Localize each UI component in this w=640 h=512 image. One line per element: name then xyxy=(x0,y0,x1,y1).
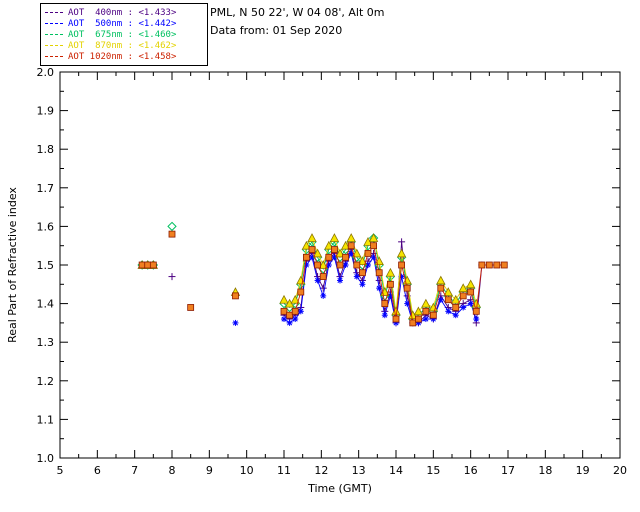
data-date-text: Data from: 01 Sep 2020 xyxy=(210,24,343,37)
legend-box: AOT 400nm : <1.433> AOT 500nm : <1.442> … xyxy=(40,3,208,66)
site-info: PML, N 50 22', W 04 08', Alt 0m Data fro… xyxy=(210,6,384,42)
legend-line-sample-1020nm xyxy=(45,56,63,57)
legend-item-500nm: AOT 500nm : <1.442> xyxy=(45,18,203,29)
svg-text:18: 18 xyxy=(538,464,552,477)
legend-label-675nm: AOT 675nm : <1.460> xyxy=(68,29,177,40)
svg-text:14: 14 xyxy=(389,464,403,477)
svg-text:1.6: 1.6 xyxy=(37,220,55,233)
svg-text:1.8: 1.8 xyxy=(37,143,55,156)
legend-item-870nm: AOT 870nm : <1.462> xyxy=(45,40,203,51)
svg-text:20: 20 xyxy=(613,464,627,477)
svg-text:1.0: 1.0 xyxy=(37,452,55,465)
svg-text:1.5: 1.5 xyxy=(37,259,55,272)
svg-text:1.4: 1.4 xyxy=(37,298,55,311)
svg-text:1.3: 1.3 xyxy=(37,336,55,349)
svg-text:5: 5 xyxy=(57,464,64,477)
legend-line-sample-675nm xyxy=(45,34,63,35)
svg-text:2.0: 2.0 xyxy=(37,66,55,79)
legend-label-500nm: AOT 500nm : <1.442> xyxy=(68,18,177,29)
legend-label-1020nm: AOT 1020nm : <1.458> xyxy=(68,51,177,62)
legend-item-675nm: AOT 675nm : <1.460> xyxy=(45,29,203,40)
legend-line-sample-500nm xyxy=(45,23,63,24)
svg-text:1.9: 1.9 xyxy=(37,105,55,118)
svg-text:12: 12 xyxy=(314,464,328,477)
svg-text:15: 15 xyxy=(426,464,440,477)
svg-text:13: 13 xyxy=(352,464,366,477)
svg-text:6: 6 xyxy=(94,464,101,477)
svg-text:9: 9 xyxy=(206,464,213,477)
svg-text:Time (GMT): Time (GMT) xyxy=(307,482,372,495)
legend-item-400nm: AOT 400nm : <1.433> xyxy=(45,7,203,18)
svg-text:1.7: 1.7 xyxy=(37,182,55,195)
svg-text:1.1: 1.1 xyxy=(37,413,55,426)
site-location-text: PML, N 50 22', W 04 08', Alt 0m xyxy=(210,6,385,19)
svg-text:1.2: 1.2 xyxy=(37,375,55,388)
legend-label-870nm: AOT 870nm : <1.462> xyxy=(68,40,177,51)
legend-line-sample-400nm xyxy=(45,12,63,13)
svg-text:8: 8 xyxy=(169,464,176,477)
svg-text:10: 10 xyxy=(240,464,254,477)
svg-text:19: 19 xyxy=(576,464,590,477)
svg-text:7: 7 xyxy=(131,464,138,477)
legend-line-sample-870nm xyxy=(45,45,63,46)
svg-text:17: 17 xyxy=(501,464,515,477)
legend-label-400nm: AOT 400nm : <1.433> xyxy=(68,7,177,18)
svg-text:Real Part of Refractive index: Real Part of Refractive index xyxy=(6,187,19,343)
legend-item-1020nm: AOT 1020nm : <1.458> xyxy=(45,51,203,62)
svg-text:11: 11 xyxy=(277,464,291,477)
svg-text:16: 16 xyxy=(464,464,478,477)
